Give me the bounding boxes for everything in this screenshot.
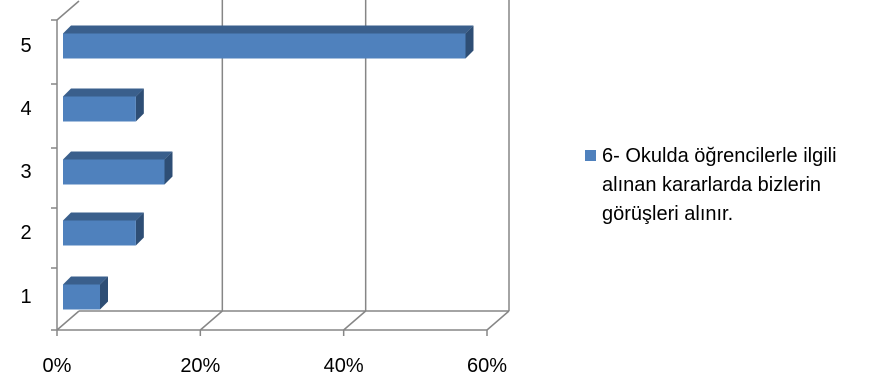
- legend-label: 6- Okulda öğrencilerle ilgili alınan kar…: [602, 145, 837, 225]
- y-tick-label: 3: [20, 161, 31, 183]
- x-tick-label: 20%: [180, 355, 220, 377]
- y-tick-label: 2: [20, 222, 31, 244]
- legend-swatch: [585, 150, 596, 161]
- bar-top-face: [63, 276, 108, 285]
- bar: [63, 96, 136, 122]
- bar-top-face: [63, 151, 173, 160]
- bar: [63, 284, 100, 310]
- bar-top-face: [63, 212, 144, 221]
- bar: [63, 33, 466, 59]
- floor-gridline: [486, 310, 510, 331]
- y-axis-top-edge: [56, 0, 80, 21]
- x-tick-label: 40%: [324, 355, 364, 377]
- legend: 6- Okulda öğrencilerle ilgili alınan kar…: [585, 142, 865, 229]
- y-tick-label: 5: [20, 35, 31, 57]
- y-tick-label: 1: [20, 286, 31, 308]
- bar-side-face: [100, 276, 108, 310]
- bar-side-face: [465, 25, 474, 59]
- x-tick-label: 0%: [43, 355, 72, 377]
- floor-gridline: [56, 310, 80, 331]
- y-tick-label: 4: [20, 98, 31, 120]
- bar: [63, 159, 165, 185]
- bar-side-face: [135, 88, 144, 122]
- x-tick-label: 60%: [467, 355, 507, 377]
- bar-top-face: [63, 88, 144, 97]
- bar-side-face: [135, 212, 144, 246]
- bar-top-face: [63, 25, 474, 34]
- floor-gridline: [199, 310, 223, 331]
- floor-gridline: [343, 310, 367, 331]
- bar: [63, 220, 136, 246]
- bar-side-face: [164, 151, 173, 185]
